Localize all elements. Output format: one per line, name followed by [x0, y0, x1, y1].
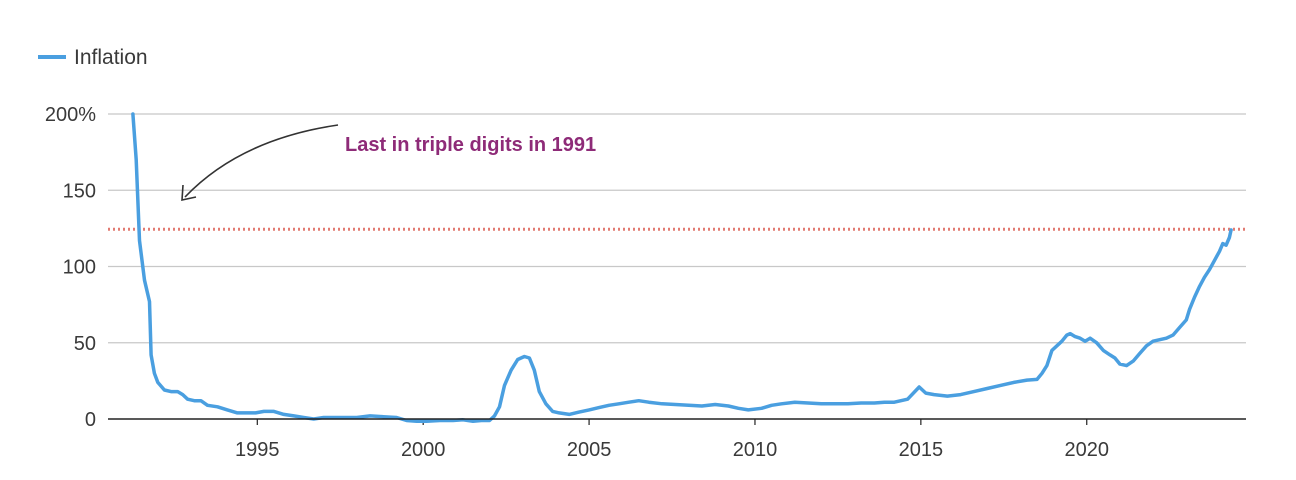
y-axis-tick-labels: 0 50 100 150 200% — [45, 104, 96, 431]
x-axis-tick-marks — [256, 419, 1088, 425]
x-tick-label: 2015 — [899, 439, 944, 461]
annotation-arrowhead — [181, 184, 197, 202]
series-line-inflation — [131, 112, 1233, 424]
annotation-text: Last in triple digits in 1991 — [345, 134, 596, 156]
y-tick-label: 0 — [85, 409, 96, 431]
y-tick-label: 150 — [63, 180, 96, 202]
y-tick-label: 200% — [45, 104, 96, 126]
gridlines — [108, 113, 1246, 344]
annotation-arrow — [184, 124, 339, 198]
legend-label-inflation: Inflation — [74, 46, 148, 69]
x-tick-label: 2010 — [733, 439, 778, 461]
x-tick-label: 2020 — [1064, 439, 1109, 461]
x-tick-label: 1995 — [235, 439, 280, 461]
x-axis-tick-labels: 1995 2000 2005 2010 2015 2020 — [235, 439, 1109, 461]
annotation: Last in triple digits in 1991 — [181, 124, 596, 202]
y-tick-label: 100 — [63, 257, 96, 279]
x-tick-label: 2005 — [567, 439, 612, 461]
x-tick-label: 2000 — [401, 439, 446, 461]
y-tick-label: 50 — [74, 333, 96, 355]
legend: Inflation — [38, 46, 148, 69]
